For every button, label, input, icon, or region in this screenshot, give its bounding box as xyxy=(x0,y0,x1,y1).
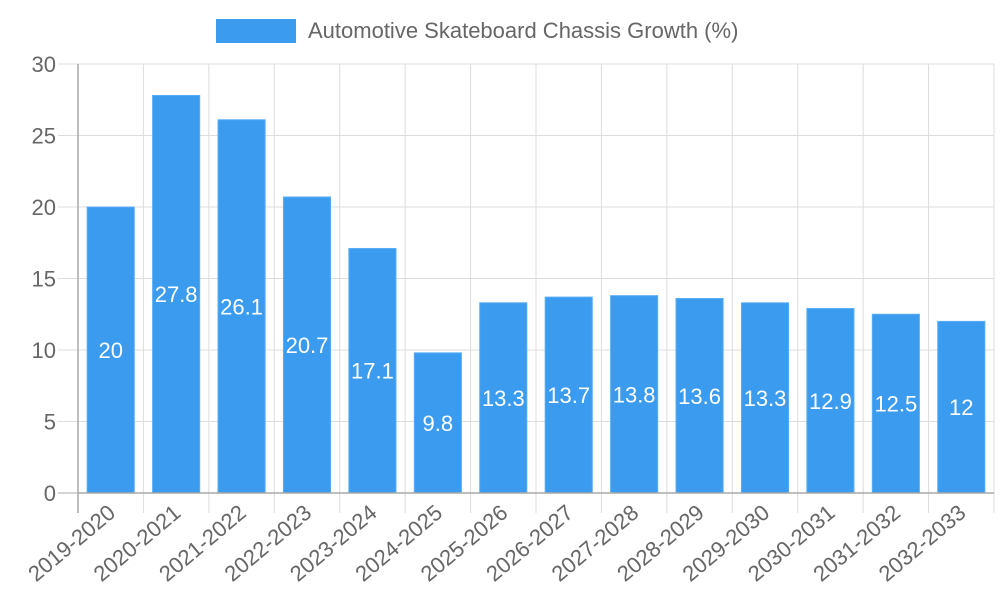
y-tick-label: 10 xyxy=(32,338,56,363)
y-axis-ticks: 0 5 10 15 20 25 30 xyxy=(32,52,56,506)
bar xyxy=(675,298,724,494)
data-label: 12 xyxy=(949,395,973,420)
data-label: 12.5 xyxy=(874,392,917,417)
y-tick-label: 15 xyxy=(32,267,56,292)
bar xyxy=(544,296,593,494)
y-tick-label: 30 xyxy=(32,52,56,77)
data-label: 12.9 xyxy=(809,389,852,414)
bar xyxy=(217,119,266,494)
data-label: 13.7 xyxy=(547,383,590,408)
bar xyxy=(740,302,790,494)
bar xyxy=(610,295,659,494)
bar xyxy=(152,94,201,494)
bar xyxy=(282,196,332,494)
y-tick-label: 5 xyxy=(44,410,56,435)
data-label: 9.8 xyxy=(423,411,454,436)
data-label: 20.7 xyxy=(286,333,329,358)
data-labels: 20 27.8 26.1 20.7 17.1 9.8 13.3 13.7 13.8 13.6 13.… xyxy=(98,282,973,436)
data-label: 20 xyxy=(98,338,122,363)
y-tick-label: 20 xyxy=(32,195,56,220)
legend-swatch xyxy=(216,19,296,43)
data-label: 13.6 xyxy=(678,384,721,409)
data-label: 13.3 xyxy=(744,386,787,411)
data-label: 26.1 xyxy=(220,294,263,319)
bar xyxy=(86,206,135,494)
data-label: 27.8 xyxy=(155,282,198,307)
bars xyxy=(86,94,986,494)
y-tick-label: 25 xyxy=(32,124,56,149)
legend-label: Automotive Skateboard Chassis Growth (%) xyxy=(308,18,739,43)
y-tick-label: 0 xyxy=(44,481,56,506)
grid-lines xyxy=(58,63,995,513)
chart-legend[interactable]: Automotive Skateboard Chassis Growth (%) xyxy=(216,18,738,44)
data-label: 13.8 xyxy=(613,382,656,407)
data-label: 13.3 xyxy=(482,386,525,411)
x-axis-ticks: 2019-20202020-20212021-20222022-20232023… xyxy=(23,500,970,587)
bar xyxy=(871,313,920,494)
bar xyxy=(937,320,986,494)
bar xyxy=(806,308,855,494)
bar xyxy=(413,352,462,494)
axes xyxy=(77,64,994,513)
data-label: 17.1 xyxy=(351,359,394,384)
bar xyxy=(348,247,397,494)
bar xyxy=(479,302,528,494)
